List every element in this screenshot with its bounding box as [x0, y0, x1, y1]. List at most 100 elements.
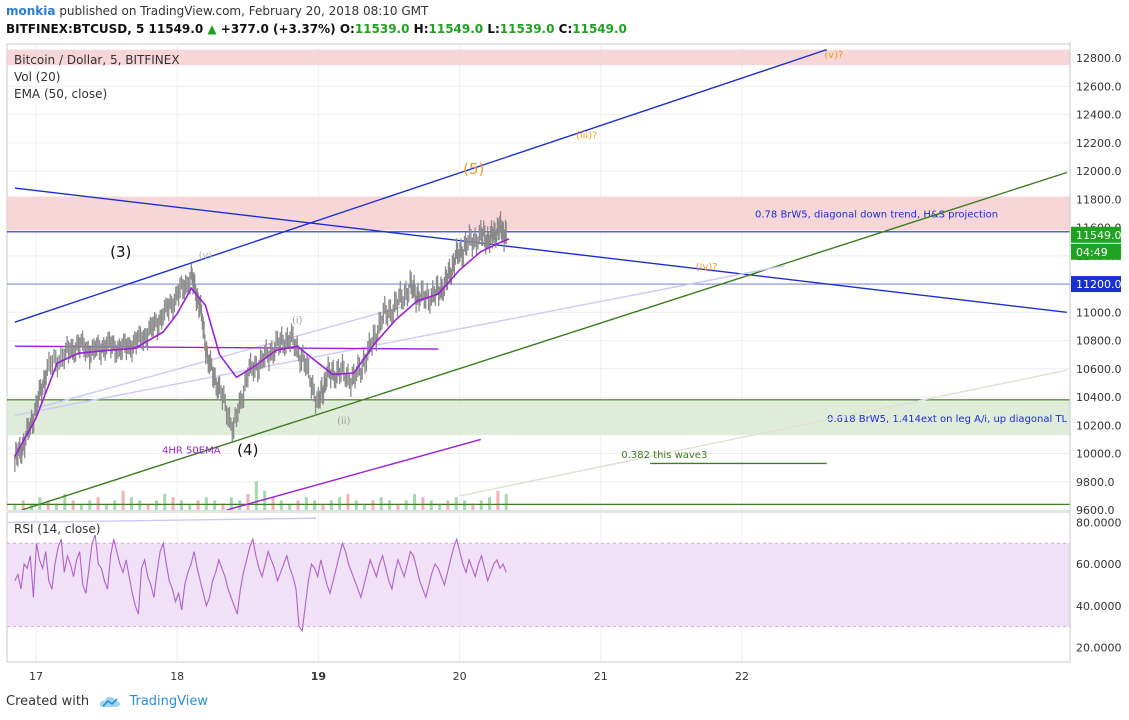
- volume-bar: [279, 500, 283, 510]
- price-tick-label: 10200.0: [1076, 419, 1122, 432]
- volume-bar: [13, 503, 17, 510]
- volume-bar: [229, 497, 233, 510]
- volume-bar: [471, 503, 475, 510]
- volume-bar: [296, 500, 300, 510]
- volume-bar: [429, 500, 433, 510]
- countdown-tag-bg: [1071, 243, 1121, 260]
- legend-ema: EMA (50, close): [14, 87, 107, 101]
- publish-info: published on TradingView.com, February 2…: [59, 4, 429, 18]
- volume-bar: [271, 497, 275, 510]
- wave-annotation: (i): [292, 316, 303, 327]
- rsi-tick-label: 60.0000: [1076, 558, 1122, 571]
- legend-title: Bitcoin / Dollar, 5, BITFINEX: [14, 53, 180, 67]
- volume-bar: [246, 494, 250, 510]
- volume-bar: [263, 490, 267, 510]
- volume-bar: [454, 497, 458, 510]
- open-label: O:: [339, 22, 355, 36]
- trend-line: [35, 305, 404, 410]
- price-tick-label: 10600.0: [1076, 363, 1122, 376]
- level-price-tag: 11200.0: [1076, 278, 1122, 291]
- ohlc-line: BITFINEX:BTCUSD, 5 11549.0 ▲ +377.0 (+3.…: [6, 22, 627, 36]
- rsi-band: [7, 543, 1070, 627]
- wave-annotation: (v)?: [824, 50, 843, 61]
- volume-bar: [421, 497, 425, 510]
- wave-annotation: (ii): [337, 416, 350, 427]
- price-tick-label: 11000.0: [1076, 306, 1122, 319]
- volume-bar: [79, 503, 83, 510]
- volume-bar: [204, 497, 208, 510]
- close-value: 11549.0: [572, 22, 627, 36]
- countdown-tag: 04:49: [1076, 246, 1108, 259]
- price-change: +377.0 (+3.37%): [220, 22, 336, 36]
- volume-bar: [63, 494, 67, 510]
- time-tick-label: 22: [735, 670, 749, 683]
- wave-annotation: (iii)?: [576, 131, 597, 142]
- main-pane[interactable]: [6, 43, 1071, 511]
- wave-annotation: 0.382 this wave3: [621, 450, 707, 461]
- author-link[interactable]: monkia: [6, 4, 56, 18]
- volume-bar: [104, 503, 108, 510]
- volume-bar: [71, 500, 75, 510]
- volume-bar: [313, 500, 317, 510]
- wave-annotation: (v): [199, 251, 213, 262]
- volume-bar: [304, 497, 308, 510]
- wave-annotation: (3): [110, 243, 131, 261]
- volume-bar: [496, 490, 500, 510]
- price-tick-label: 10800.0: [1076, 335, 1122, 348]
- legend-rsi: RSI (14, close): [14, 522, 100, 536]
- wave-annotation: (5): [463, 160, 484, 178]
- price-tick-label: 12200.0: [1076, 137, 1122, 150]
- volume-bar: [154, 500, 158, 510]
- trend-line: [226, 438, 481, 510]
- last-price-tag: 11549.0: [1076, 229, 1122, 242]
- time-tick-label: 21: [594, 670, 608, 683]
- volume-bar: [438, 503, 442, 510]
- volume-bar: [196, 500, 200, 510]
- volume-bar: [163, 494, 167, 510]
- volume-bar: [321, 503, 325, 510]
- volume-bar: [504, 494, 508, 510]
- rsi-trend-line: [7, 517, 317, 524]
- volume-bar: [129, 497, 133, 510]
- price-tick-label: 12600.0: [1076, 80, 1122, 93]
- trend-line: [459, 369, 1067, 497]
- wave-annotation: (iv)?: [696, 262, 718, 273]
- volume-bar: [338, 497, 342, 510]
- last-price-tag-bg: [1071, 226, 1121, 243]
- symbol-label: BITFINEX:BTCUSD, 5: [6, 22, 145, 36]
- price-tick-label: 12000.0: [1076, 165, 1122, 178]
- axes: 9600.0 9800.0 10000.0 10200.0 10400.0 10600.0…: [7, 42, 1122, 683]
- tradingview-brand[interactable]: TradingView: [129, 694, 208, 709]
- up-arrow-icon: ▲: [207, 22, 217, 36]
- rsi-line: [14, 534, 507, 633]
- volume-bar: [146, 503, 150, 510]
- close-label: C:: [558, 22, 573, 36]
- trend-line: [21, 171, 1067, 510]
- volume-bar: [463, 500, 467, 510]
- rsi-tick-label: 20.0000: [1076, 641, 1122, 654]
- volume-bar: [446, 500, 450, 510]
- volume-bar: [88, 500, 92, 510]
- trend-line: [14, 48, 827, 323]
- last-price: 11549.0: [148, 22, 204, 36]
- high-label: H:: [413, 22, 429, 36]
- resistance-zone: [7, 49, 1070, 66]
- volume-bar: [54, 503, 58, 510]
- volume-bar: [113, 500, 117, 510]
- chart-header: monkia published on TradingView.com, Feb…: [0, 0, 1129, 40]
- chart-area[interactable]: 0.78 BrW5, diagonal down trend, H&S proj…: [0, 42, 1129, 692]
- volume-bar: [238, 500, 242, 510]
- price-tick-label: 10000.0: [1076, 448, 1122, 461]
- price-tick-label: 11800.0: [1076, 193, 1122, 206]
- low-label: L:: [487, 22, 500, 36]
- volume-bar: [21, 500, 25, 510]
- volume-bar: [363, 503, 367, 510]
- zone-label: 0.78 BrW5, diagonal down trend, H&S proj…: [755, 209, 998, 220]
- time-tick-label: 17: [29, 670, 43, 683]
- trend-line: [14, 187, 1067, 313]
- price-tick-label: 12800.0: [1076, 52, 1122, 65]
- ema-line: [14, 238, 510, 457]
- zone-label: 0.618 BrW5, 1.414ext on leg A/i, up diag…: [827, 414, 1068, 425]
- price-tick-label: 12400.0: [1076, 109, 1122, 122]
- volume-bar: [213, 500, 217, 510]
